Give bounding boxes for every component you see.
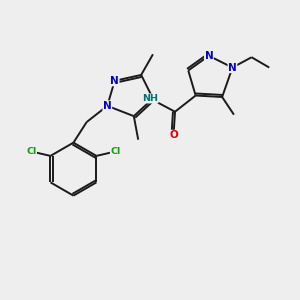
Text: N: N xyxy=(205,51,213,61)
Text: N: N xyxy=(110,76,119,86)
Text: O: O xyxy=(169,130,178,140)
Text: NH: NH xyxy=(142,94,158,103)
Text: N: N xyxy=(103,101,112,111)
Text: Cl: Cl xyxy=(110,147,121,156)
Text: N: N xyxy=(228,63,237,73)
Text: Cl: Cl xyxy=(26,147,37,156)
